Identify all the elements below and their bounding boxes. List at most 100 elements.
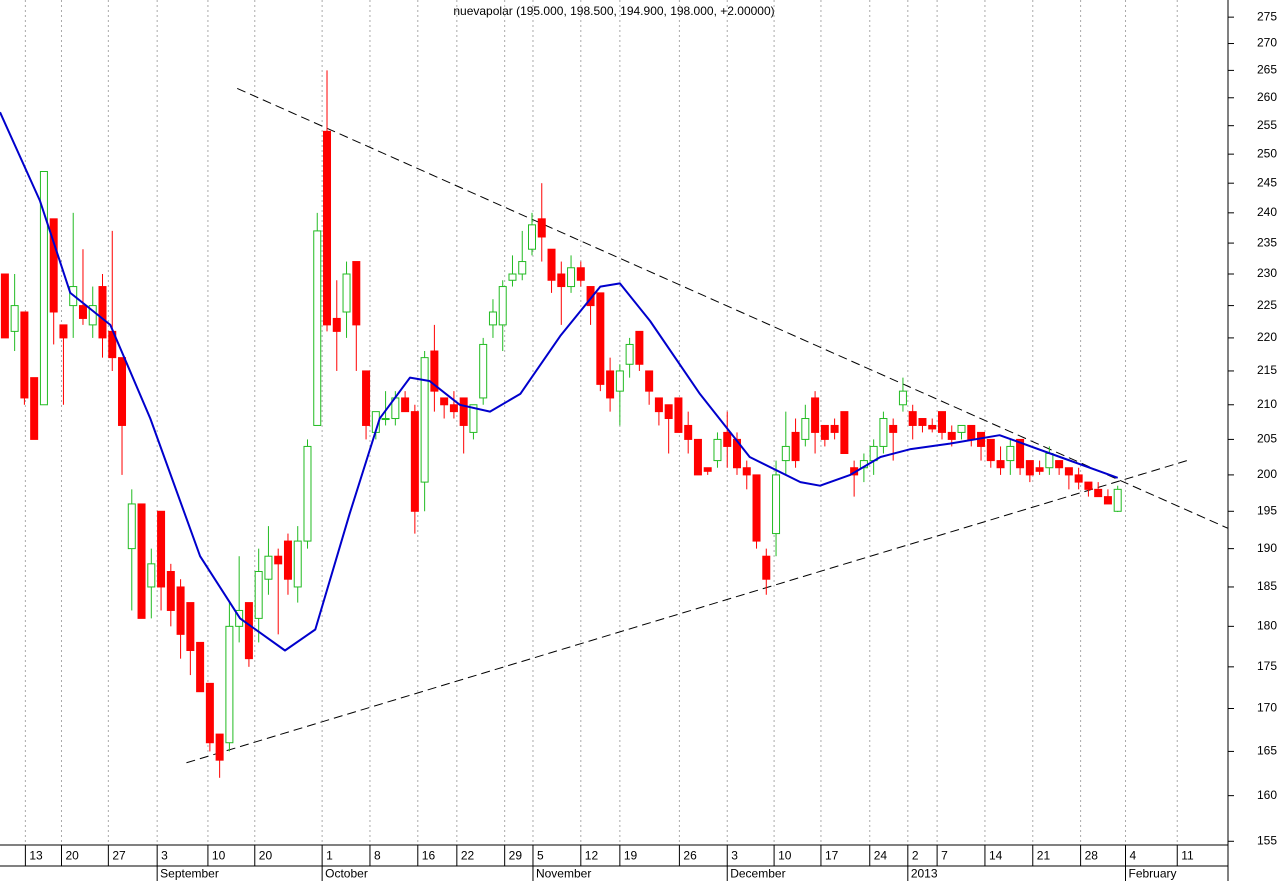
y-tick-label: 225: [1257, 298, 1277, 312]
candle-body: [547, 248, 556, 281]
candle-body: [264, 555, 273, 580]
candle-body: [1016, 438, 1025, 469]
y-tick-label: 205: [1257, 432, 1277, 446]
candle-body: [381, 418, 390, 421]
candle-body: [205, 682, 214, 744]
candle-body: [488, 311, 497, 326]
candle-body: [49, 218, 58, 313]
y-tick-label: 230: [1257, 266, 1277, 280]
x-tick-label: 26: [683, 849, 697, 863]
month-label: October: [325, 867, 368, 881]
candle-body: [1006, 445, 1015, 462]
candle-body: [420, 357, 429, 483]
candle-body: [323, 130, 332, 326]
candle-body: [1025, 460, 1034, 476]
y-tick-label: 270: [1257, 36, 1277, 50]
candle-body: [362, 370, 371, 426]
y-tick-label: 260: [1257, 90, 1277, 104]
candle-body: [606, 370, 615, 399]
moving-average: [0, 111, 1119, 652]
chart-title: nuevapolar (195.000, 198.500, 194.900, 1…: [453, 4, 774, 18]
x-tick-label: 17: [825, 849, 839, 863]
candle-body: [176, 586, 185, 635]
candle-body: [215, 733, 224, 761]
candle-body: [303, 445, 312, 542]
x-tick-label: 11: [1181, 849, 1194, 863]
x-tick-label: 10: [212, 849, 226, 863]
candle-body: [1045, 452, 1054, 469]
candle-body: [293, 540, 302, 588]
candle-body: [791, 431, 800, 462]
candle-body: [654, 397, 663, 413]
candle-body: [1055, 460, 1064, 469]
candle-body: [479, 343, 488, 399]
y-tick-label: 240: [1257, 205, 1277, 219]
candle-body: [1035, 467, 1044, 472]
candle-body: [508, 273, 517, 281]
y-tick-label: 155: [1257, 833, 1277, 847]
candle-body: [625, 343, 634, 365]
x-tick-label: 13: [29, 849, 43, 863]
x-tick-label: 10: [778, 849, 792, 863]
candle-body: [957, 424, 966, 433]
candle-body: [918, 418, 927, 426]
x-tick-label: 7: [941, 849, 948, 863]
candle-body: [1064, 467, 1073, 476]
candle-body: [118, 357, 127, 426]
y-tick-label: 235: [1257, 235, 1277, 249]
candle-body: [401, 397, 410, 413]
candle-body: [908, 411, 917, 426]
candle-body: [342, 273, 351, 313]
candle-body: [576, 267, 585, 281]
x-tick-label: 24: [874, 849, 888, 863]
y-tick-label: 160: [1257, 788, 1277, 802]
candle-body: [39, 171, 48, 406]
candle-body: [635, 330, 644, 365]
candle-body: [440, 397, 449, 406]
candle-body: [674, 397, 683, 433]
candle-body: [244, 602, 253, 660]
candle-body: [840, 411, 849, 454]
candle-body: [537, 218, 546, 238]
candle-body: [0, 273, 9, 339]
candle-body: [693, 438, 702, 476]
trend-line: [186, 460, 1188, 764]
candle-body: [967, 424, 976, 440]
candle-body: [928, 424, 937, 430]
candle-body: [59, 324, 68, 339]
x-tick-label: 14: [989, 849, 1003, 863]
month-label: September: [160, 867, 219, 881]
candle-body: [20, 311, 29, 399]
y-tick-label: 255: [1257, 118, 1277, 132]
candle-body: [528, 224, 537, 250]
candle-body: [898, 390, 907, 406]
y-tick-label: 215: [1257, 363, 1277, 377]
y-tick-label: 250: [1257, 146, 1277, 160]
candle-body: [889, 424, 898, 433]
candle-body: [567, 267, 576, 288]
x-tick-label: 4: [1130, 849, 1137, 863]
candle-body: [742, 467, 751, 476]
candle-body: [313, 230, 322, 426]
candle-body: [1113, 488, 1122, 512]
candle-body: [557, 273, 566, 288]
candle-body: [88, 305, 97, 326]
candle-body: [986, 438, 995, 462]
y-tick-label: 185: [1257, 579, 1277, 593]
candle-body: [518, 261, 527, 275]
candle-body: [410, 411, 419, 512]
candle-body: [186, 602, 195, 652]
y-tick-label: 220: [1257, 330, 1277, 344]
candle-body: [274, 555, 283, 565]
candle-body: [752, 474, 761, 542]
x-tick-label: 27: [112, 849, 126, 863]
candle-body: [879, 418, 888, 447]
candle-body: [137, 503, 146, 619]
y-tick-label: 275: [1257, 9, 1277, 23]
candle-body: [772, 474, 781, 535]
candle-body: [166, 571, 175, 611]
y-tick-label: 200: [1257, 467, 1277, 481]
candle-body: [615, 370, 624, 392]
x-tick-label: 28: [1085, 849, 1099, 863]
